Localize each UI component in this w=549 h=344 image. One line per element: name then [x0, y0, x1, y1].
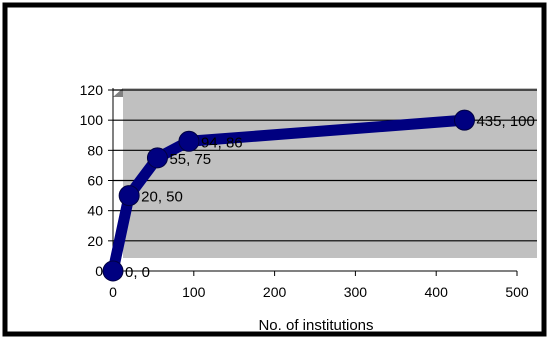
data-point [146, 147, 168, 169]
data-label: 435, 100 [476, 113, 534, 130]
y-tick-label: 40 [87, 203, 103, 219]
y-tick-label: 100 [80, 112, 104, 128]
x-axis-label: No. of institutions [258, 317, 373, 334]
y-tick-label: 60 [87, 173, 103, 189]
x-tick-label: 0 [109, 284, 117, 300]
x-tick-label: 200 [263, 284, 287, 300]
data-point [453, 109, 475, 131]
x-tick-label: 300 [344, 284, 368, 300]
data-series [102, 109, 475, 282]
data-label: 94, 86 [201, 134, 243, 151]
data-point [102, 260, 124, 282]
data-point [118, 185, 140, 207]
gridlines [113, 89, 537, 242]
y-tick-label: 20 [87, 233, 103, 249]
y-tick-label: 0 [95, 263, 103, 279]
y-tick-label: 120 [80, 82, 104, 98]
x-tick-label: 400 [425, 284, 449, 300]
data-label: 55, 75 [169, 151, 211, 168]
axes [108, 88, 518, 276]
x-tick-label: 500 [505, 284, 529, 300]
data-label: 20, 50 [141, 189, 183, 206]
data-point [178, 130, 200, 152]
data-label: 0, 0 [125, 264, 150, 281]
plot-area [123, 88, 537, 258]
y-tick-label: 80 [87, 142, 103, 158]
x-tick-label: 100 [182, 284, 206, 300]
tick-labels: 0 20 40 60 80 100 120 0 100 200 300 400 500 [80, 82, 529, 300]
